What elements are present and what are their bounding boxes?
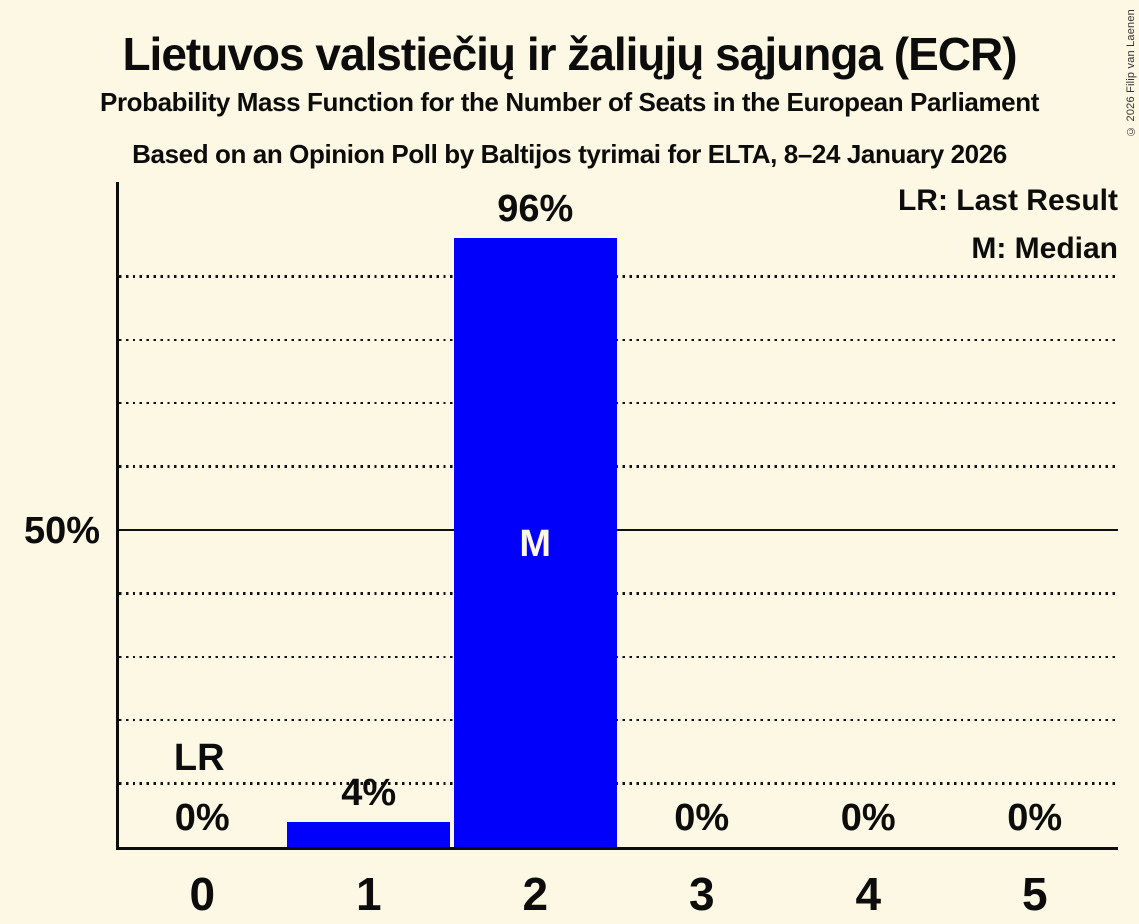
gridline-dotted <box>119 592 1118 595</box>
x-axis-label-3: 3 <box>688 868 715 920</box>
median-marker: M <box>519 523 552 565</box>
x-axis-label-2: 2 <box>522 868 549 920</box>
plot-area: 0% 4% 96% 0% 0% 0% 0 1 2 3 4 5 LR M <box>116 182 1118 917</box>
x-axis-label-5: 5 <box>1021 868 1048 920</box>
chart-legend: LR: Last Result M: Median <box>898 177 1118 273</box>
value-label-seats-5: 0% <box>1007 797 1063 839</box>
last-result-marker: LR <box>173 737 225 779</box>
x-axis-label-1: 1 <box>355 868 382 920</box>
value-label-seats-2: 96% <box>497 188 574 231</box>
value-label-seats-3: 0% <box>674 797 730 839</box>
page-title: Lietuvos valstiečių ir žaliųjų sąjunga (… <box>122 28 1017 80</box>
gridline-dotted <box>119 338 1118 341</box>
copyright-notice: © 2026 Filip van Laenen <box>1125 9 1137 137</box>
value-label-seats-1: 4% <box>341 771 397 814</box>
gridline-dotted <box>119 275 1118 278</box>
gridline-dotted <box>119 655 1118 658</box>
legend-last-result: LR: Last Result <box>897 184 1118 217</box>
gridline-dotted <box>119 719 1118 722</box>
value-label-seats-4: 0% <box>840 797 896 839</box>
y-axis-line <box>116 182 119 850</box>
value-label-seats-0: 0% <box>174 797 230 839</box>
gridline-solid-50pct <box>119 528 1118 532</box>
gridline-dotted <box>119 782 1118 785</box>
y-axis-tick-label: 50% <box>23 510 100 552</box>
gridline-dotted <box>119 402 1118 405</box>
legend-median: M: Median <box>971 232 1118 265</box>
x-axis-label-0: 0 <box>189 868 216 920</box>
chart-source-line: Based on an Opinion Poll by Baltijos tyr… <box>132 139 1007 169</box>
x-axis-label-4: 4 <box>855 868 882 920</box>
gridline-dotted <box>119 465 1118 468</box>
bar-seats-1 <box>287 821 451 847</box>
x-axis-line <box>116 847 1118 850</box>
bar-seats-2 <box>453 238 617 847</box>
chart-subtitle: Probability Mass Function for the Number… <box>100 87 1039 117</box>
